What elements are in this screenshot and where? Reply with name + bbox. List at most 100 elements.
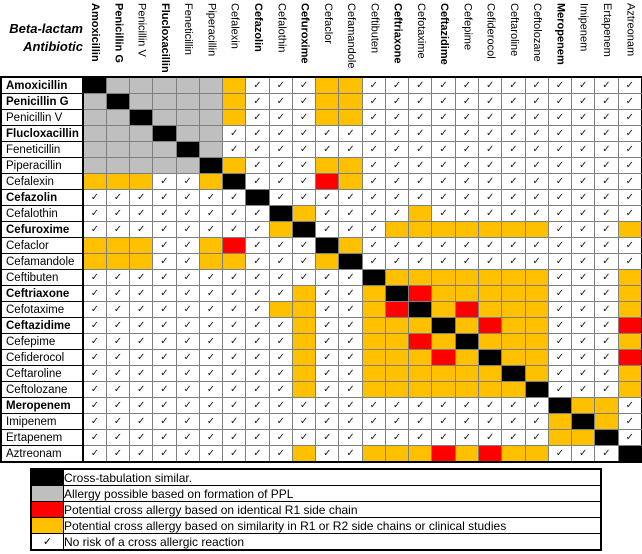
- matrix-cell-check: ✓: [245, 397, 270, 414]
- matrix-cell-check: ✓: [431, 413, 456, 430]
- matrix-cell-check: ✓: [571, 157, 596, 174]
- matrix-cell: [454, 301, 480, 318]
- matrix-cell: [454, 285, 480, 302]
- matrix-cell: [524, 269, 549, 286]
- matrix-cell-check: ✓: [315, 301, 340, 318]
- matrix-cell: [82, 141, 107, 158]
- col-header: Cefazolin: [245, 0, 270, 78]
- matrix-cell: [198, 253, 224, 270]
- matrix-cell-check: ✓: [617, 141, 642, 158]
- legend-swatch: [30, 501, 64, 518]
- matrix-cell-check: ✓: [222, 349, 247, 366]
- matrix-cell-check: ✓: [478, 237, 503, 254]
- matrix-cell: [291, 445, 317, 463]
- matrix-cell-check: ✓: [524, 76, 549, 94]
- matrix-cell: [384, 301, 410, 318]
- row-label: Ceftazidime: [0, 317, 84, 334]
- matrix-cell-check: ✓: [547, 301, 573, 318]
- matrix-cell-check: ✓: [129, 221, 154, 238]
- matrix-cell-check: ✓: [198, 429, 224, 446]
- matrix-cell-check: ✓: [105, 205, 131, 222]
- col-header-label: Ertapenem: [600, 3, 613, 57]
- matrix-cell-check: ✓: [501, 109, 526, 126]
- matrix-cell: [152, 93, 177, 110]
- matrix-cell: [152, 125, 177, 142]
- matrix-cell-check: ✓: [501, 173, 526, 190]
- matrix-cell-check: ✓: [105, 333, 131, 350]
- row-label: Flucloxacillin: [0, 125, 84, 142]
- matrix-cell: [268, 221, 293, 238]
- matrix-cell-check: ✓: [501, 125, 526, 142]
- matrix-cell-check: ✓: [338, 221, 363, 238]
- matrix-cell-check: ✓: [268, 349, 293, 366]
- matrix-cell: [105, 141, 131, 158]
- matrix-cell-check: ✓: [129, 397, 154, 414]
- matrix-cell-check: ✓: [198, 205, 224, 222]
- matrix-cell-check: ✓: [384, 157, 410, 174]
- col-header: Aztreonam: [618, 0, 642, 78]
- row-label: Cefepime: [0, 333, 84, 350]
- matrix-cell: [268, 205, 293, 222]
- matrix-cell: [431, 381, 456, 398]
- matrix-cell: [384, 365, 410, 382]
- matrix-cell: [524, 381, 549, 398]
- row-label: Ceftibuten: [0, 269, 84, 286]
- matrix-cell: [478, 365, 503, 382]
- matrix-cell-check: ✓: [547, 76, 573, 94]
- matrix-cell-check: ✓: [152, 253, 177, 270]
- matrix-cell-check: ✓: [222, 285, 247, 302]
- matrix-cell-check: ✓: [454, 413, 480, 430]
- matrix-cell-check: ✓: [547, 157, 573, 174]
- matrix-cell-check: ✓: [82, 397, 107, 414]
- col-header: Ertapenem: [594, 0, 619, 78]
- matrix-cell-check: ✓: [152, 333, 177, 350]
- matrix-row: Ceftolozane ✓ ✓ ✓ ✓ ✓ ✓ ✓ ✓ ✓ ✓ ✓ ✓ ✓ ✓: [0, 381, 642, 398]
- matrix-cell-check: ✓: [245, 221, 270, 238]
- matrix-cell-check: ✓: [524, 237, 549, 254]
- matrix-cell: [315, 93, 340, 110]
- matrix-cell-check: ✓: [245, 445, 270, 463]
- matrix-cell-check: ✓: [222, 269, 247, 286]
- matrix-cell-check: ✓: [478, 141, 503, 158]
- matrix-cell-check: ✓: [198, 381, 224, 398]
- matrix-cell-check: ✓: [338, 445, 363, 463]
- matrix-cell: [315, 109, 340, 126]
- matrix-cell: [175, 157, 200, 174]
- matrix-cell-check: ✓: [291, 189, 317, 206]
- matrix-cell-check: ✓: [198, 269, 224, 286]
- matrix-cell: [291, 221, 317, 238]
- matrix-cell-check: ✓: [268, 109, 293, 126]
- matrix-cell: [478, 269, 503, 286]
- matrix-cell: [82, 93, 107, 110]
- matrix-cell-check: ✓: [454, 237, 480, 254]
- matrix-cell-check: ✓: [175, 397, 200, 414]
- matrix-cell: [82, 173, 107, 190]
- matrix-cell-check: ✓: [175, 237, 200, 254]
- row-label: Cefalexin: [0, 173, 84, 190]
- matrix-cell-check: ✓: [547, 381, 573, 398]
- matrix-row: Penicillin V ✓ ✓ ✓ ✓ ✓ ✓ ✓ ✓ ✓ ✓ ✓ ✓ ✓ ✓ ✓: [0, 109, 642, 126]
- matrix-cell-check: ✓: [198, 413, 224, 430]
- matrix-cell: [129, 253, 154, 270]
- matrix-cell: [454, 445, 480, 463]
- matrix-cell-check: ✓: [617, 93, 642, 110]
- matrix-cell-check: ✓: [408, 397, 433, 414]
- matrix-cell: [501, 317, 526, 334]
- matrix-cell: [454, 333, 480, 350]
- matrix-cell-check: ✓: [175, 317, 200, 334]
- matrix-cell: [338, 157, 363, 174]
- matrix-cell: [431, 301, 456, 318]
- matrix-cell-check: ✓: [152, 237, 177, 254]
- matrix-cell-check: ✓: [152, 317, 177, 334]
- legend-swatch: [30, 517, 64, 534]
- matrix-cell-check: ✓: [315, 141, 340, 158]
- matrix-cell-check: ✓: [315, 205, 340, 222]
- row-label: Meropenem: [0, 397, 84, 414]
- matrix-cell: [198, 141, 224, 158]
- matrix-row: Flucloxacillin ✓ ✓ ✓ ✓ ✓ ✓ ✓ ✓ ✓ ✓ ✓ ✓ ✓ ✓ ✓ ✓ ✓ ✓: [0, 125, 642, 142]
- col-header: Cefalexin: [222, 0, 246, 78]
- matrix-cell-check: ✓: [222, 397, 247, 414]
- matrix-cell: [501, 221, 526, 238]
- matrix-cell-check: ✓: [361, 157, 386, 174]
